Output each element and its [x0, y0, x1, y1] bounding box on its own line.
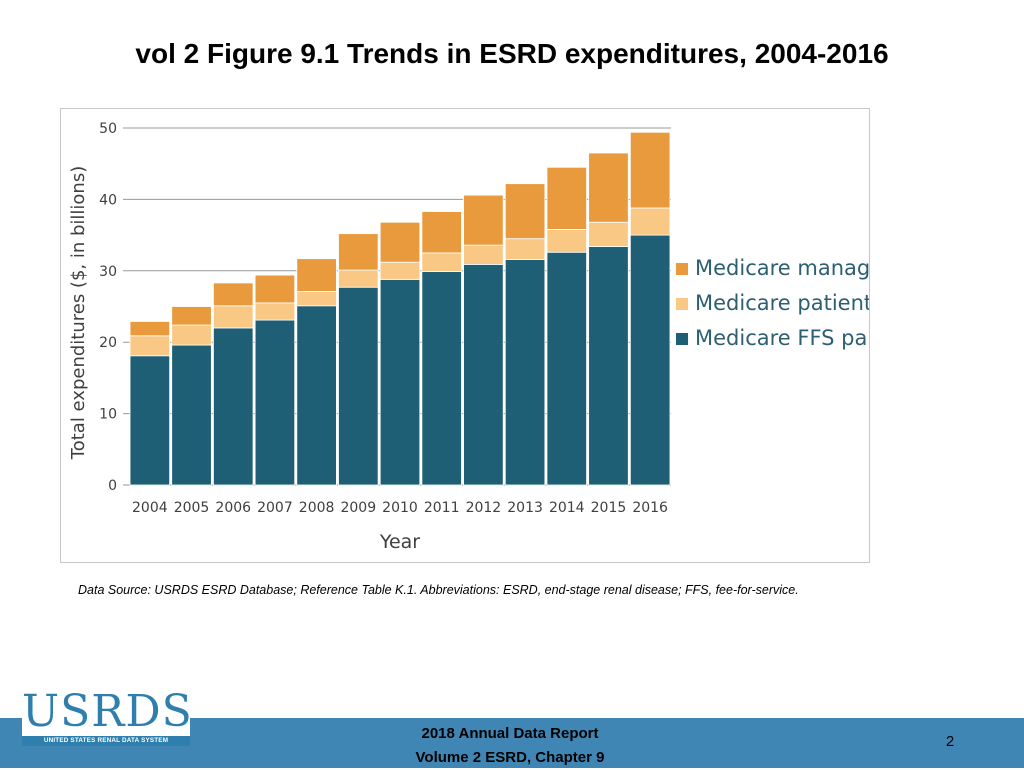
- bar-2012-series-1: [463, 244, 504, 265]
- bar-2016-series-1: [629, 207, 671, 236]
- bar-2004-series-2: [129, 321, 171, 337]
- x-tick-label: 2010: [382, 500, 418, 516]
- slide-title: vol 2 Figure 9.1 Trends in ESRD expendit…: [135, 38, 889, 69]
- bar-2014-series-1: [546, 228, 587, 253]
- x-tick-label: 2014: [549, 500, 585, 516]
- x-tick-label: 2006: [215, 500, 251, 516]
- bar-2008-series-0: [296, 305, 337, 486]
- y-tick-label: 40: [99, 192, 117, 208]
- bar-2012-series-0: [463, 263, 504, 486]
- bar-2009-series-2: [338, 233, 379, 271]
- x-tick-label: 2012: [466, 500, 502, 516]
- x-tick-label: 2009: [340, 500, 376, 516]
- bar-2005-series-2: [171, 306, 212, 326]
- bar-2009-series-1: [338, 269, 379, 288]
- page-number: 2: [945, 733, 955, 750]
- bar-2014-series-2: [546, 166, 587, 230]
- legend-label-2: Medicare FFS paid: [695, 326, 869, 350]
- x-tick-label: 2015: [591, 500, 627, 516]
- usrds-logo: USRDS UNITED STATES RENAL DATA SYSTEM: [22, 686, 193, 746]
- logo-wordmark: USRDS: [22, 686, 193, 737]
- bar-2006-series-2: [213, 282, 254, 307]
- bar-2010-series-0: [379, 278, 421, 486]
- bar-2014-series-0: [546, 251, 587, 486]
- bar-2007-series-1: [254, 302, 296, 321]
- bar-2015-series-0: [588, 246, 629, 486]
- x-tick-label: 2004: [132, 500, 168, 516]
- x-tick-label: 2008: [299, 500, 335, 516]
- x-tick-label: 2005: [174, 500, 210, 516]
- x-tick-label: 2013: [507, 500, 543, 516]
- bar-2005-series-1: [171, 324, 212, 346]
- bar-2006-series-0: [213, 327, 254, 486]
- bar-2009-series-0: [338, 286, 379, 486]
- bar-2011-series-1: [421, 252, 462, 272]
- y-tick-label: 10: [99, 407, 117, 423]
- x-tick-label: 2011: [424, 500, 460, 516]
- bar-2013-series-1: [504, 238, 546, 260]
- bar-2011-series-2: [421, 211, 462, 254]
- legend-swatch-2: [676, 333, 688, 345]
- footer-report-subtitle: Volume 2 ESRD, Chapter 9: [415, 749, 605, 766]
- bar-2013-series-2: [504, 183, 546, 240]
- chart: 0 10 20 30 40 50 2004 2005 2006 2007 2008 2009 2010 2…: [68, 121, 869, 553]
- legend-swatch-0: [676, 263, 688, 275]
- bar-2015-series-2: [588, 152, 629, 223]
- bar-2004-series-1: [129, 335, 171, 357]
- y-axis-title: Total expenditures ($, in billions): [68, 166, 89, 460]
- bar-2013-series-0: [504, 258, 546, 486]
- bar-2010-series-2: [379, 221, 421, 263]
- bar-2007-series-2: [254, 274, 296, 304]
- bar-2015-series-1: [588, 221, 629, 247]
- bar-2004-series-0: [129, 355, 171, 486]
- data-source-note: Data Source: USRDS ESRD Database; Refere…: [78, 583, 799, 597]
- y-tick-label: 0: [108, 478, 117, 494]
- bar-2006-series-1: [213, 305, 254, 329]
- legend-swatch-1: [676, 298, 688, 310]
- bar-2008-series-2: [296, 258, 337, 292]
- x-tick-label: 2016: [632, 500, 668, 516]
- bar-2005-series-0: [171, 344, 212, 486]
- footer-report-title: 2018 Annual Data Report: [421, 725, 599, 742]
- bar-2016-series-2: [629, 131, 671, 209]
- footer-report-label: 2018 Annual Data Report Volume 2 ESRD, C…: [380, 722, 640, 770]
- bar-2008-series-1: [296, 291, 337, 307]
- chart-frame: 0 10 20 30 40 50 2004 2005 2006 2007 2008 2009 2010 2…: [60, 108, 870, 563]
- y-tick-label: 30: [99, 264, 117, 280]
- y-tick-label: 20: [99, 335, 117, 351]
- bar-2011-series-0: [421, 271, 462, 486]
- bar-2016-series-0: [629, 234, 671, 486]
- y-tick-label: 50: [99, 121, 117, 137]
- legend-label-0: Medicare managed care: [695, 256, 869, 280]
- legend-label-1: Medicare patient obligation: [695, 291, 869, 315]
- logo-subtitle: UNITED STATES RENAL DATA SYSTEM: [22, 736, 190, 746]
- bar-2010-series-1: [379, 261, 421, 280]
- bar-2007-series-0: [254, 319, 296, 486]
- x-tick-label: 2007: [257, 500, 293, 516]
- x-axis-title: Year: [379, 531, 420, 553]
- bar-2012-series-2: [463, 194, 504, 246]
